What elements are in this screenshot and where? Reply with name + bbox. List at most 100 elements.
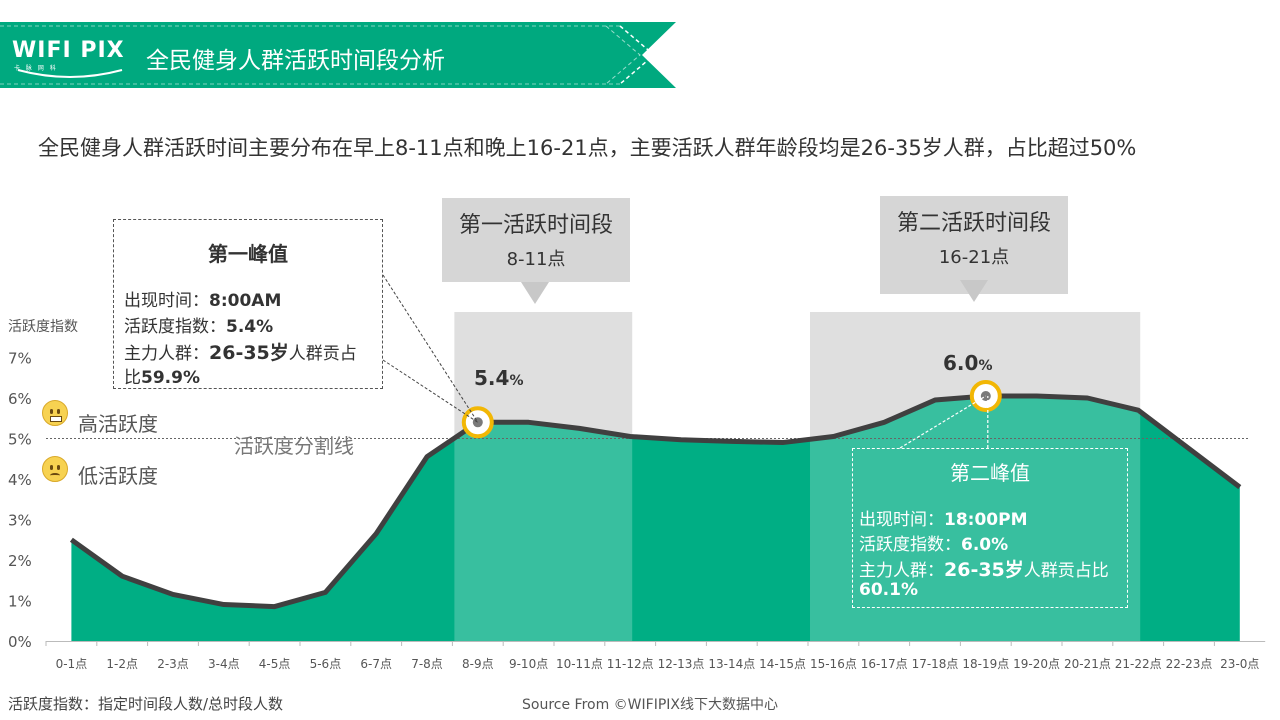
y-tick-label: 2% (8, 552, 32, 570)
peak-2-group-suffix: 人群贡占比 (1023, 561, 1109, 581)
period-1-title: 第一活跃时间段 (458, 213, 613, 238)
x-tick-label: 21-22点 (1115, 657, 1162, 671)
x-tick-label: 0-1点 (56, 657, 88, 671)
brand-logo: WIFI PIX (12, 38, 125, 63)
y-tick-label: 5% (8, 431, 32, 449)
peak-1-callout-title: 第一峰值 (208, 242, 288, 266)
happy-face-icon (42, 400, 68, 426)
x-tick-label: 11-12点 (607, 657, 654, 671)
x-tick-label: 1-2点 (106, 657, 138, 671)
area-fill (71, 395, 1240, 641)
page-title: 全民健身人群活跃时间段分析 (146, 48, 445, 74)
peak-2-index-value: 6.0% (961, 535, 1009, 555)
peak-2-callout: 第二峰值 出现时间：18:00PM 活跃度指数：6.0% 主力人群：26-35岁… (852, 448, 1128, 608)
peak-1-leader-b (382, 274, 479, 423)
period-2-pointer (960, 280, 988, 302)
y-tick-label: 3% (8, 512, 32, 530)
period-2-title: 第二活跃时间段 (896, 211, 1051, 236)
peak-2-time-value: 18:00PM (944, 510, 1028, 530)
low-activity-label: 低活跃度 (78, 464, 158, 488)
axes: 0% 1% 2% 3% 4% 5% 6% 7% 0-1点 1-2点 2-3点 3-4点 4-5点 5-6点… (8, 350, 1266, 671)
high-activity-label: 高活跃度 (78, 412, 158, 436)
peak-1-group-value: 26-35岁 (209, 342, 289, 364)
x-tick-label: 15-16点 (810, 657, 857, 671)
x-tick-label: 23-0点 (1220, 657, 1259, 671)
x-tick-label: 13-14点 (708, 657, 755, 671)
peak-2-value-label: 6.0% (943, 351, 992, 375)
peak-1-index-label: 活跃度指数： (124, 317, 226, 337)
peak-2-share-value: 60.1% (859, 580, 918, 600)
area-series (71, 395, 1240, 641)
peak-2-group-line: 主力人群：26-35岁人群贡占比 (859, 555, 1109, 582)
data-source: Source From ©WIFIPIX线下大数据中心 (522, 697, 778, 713)
x-tick-label: 18-19点 (962, 657, 1009, 671)
peak-2-index-label: 活跃度指数： (859, 535, 961, 555)
period-1-range: 8-11点 (506, 249, 566, 270)
title-banner (0, 22, 676, 88)
callout-leaders (382, 274, 989, 449)
period-1-pointer (521, 282, 549, 304)
x-tick-label: 8-9点 (462, 657, 494, 671)
peak-1-time-value: 8:00AM (209, 291, 282, 311)
line-series (69, 393, 1242, 610)
peak-2-unit: % (978, 358, 993, 374)
peak-1-value: 5.4 (474, 366, 510, 390)
peak-1-leader-a (382, 359, 479, 423)
x-tick-label: 2-3点 (157, 657, 189, 671)
peak-2-leader-a (899, 395, 987, 449)
peak-2-group-value: 26-35岁 (944, 559, 1024, 581)
x-tick-label: 17-18点 (912, 657, 959, 671)
y-tick-label: 0% (8, 633, 32, 651)
period-2-range: 16-21点 (938, 247, 1010, 268)
highlight-overlays (454, 312, 1141, 641)
peak-1-time-line: 出现时间：8:00AM (124, 286, 281, 311)
y-tick-label: 7% (8, 350, 32, 368)
peak-2-index-line: 活跃度指数：6.0% (859, 530, 1008, 555)
x-tick-label: 10-11点 (556, 657, 603, 671)
highlight-overlay-2 (810, 312, 1141, 641)
x-tick-label: 12-13点 (658, 657, 705, 671)
peak-1-group-label: 主力人群： (124, 344, 209, 364)
peak-2-value: 6.0 (943, 351, 979, 375)
x-tick-label: 3-4点 (208, 657, 240, 671)
peak-2-callout-title: 第二峰值 (950, 461, 1030, 485)
index-definition: 活跃度指数：指定时间段人数/总时段人数 (8, 695, 284, 713)
peak-2-time-label: 出现时间： (859, 510, 944, 530)
highlight-overlay-1 (454, 312, 633, 641)
x-tick-label: 20-21点 (1064, 657, 1111, 671)
x-tick-label: 6-7点 (360, 657, 392, 671)
brand-logo-subtext: 卡 脉 网 科 (14, 65, 58, 72)
peak-2-share-line: 60.1% (859, 580, 918, 600)
peak-1-index-value: 5.4% (226, 317, 274, 337)
peak-1-group-suffix: 人群贡占 (288, 344, 357, 364)
summary-text: 全民健身人群活跃时间主要分布在早上8-11点和晚上16-21点，主要活跃人群年龄… (38, 136, 1137, 160)
peak-1-share-line: 比59.9% (124, 363, 200, 388)
peak-1-callout: 第一峰值 出现时间：8:00AM 活跃度指数：5.4% 主力人群：26-35岁人… (113, 219, 383, 389)
peak-1-unit: % (509, 373, 524, 389)
y-tick-label: 6% (8, 390, 32, 408)
y-tick-label: 1% (8, 593, 32, 611)
peak-1-time-label: 出现时间： (124, 291, 209, 311)
peak-2-group-label: 主力人群： (859, 561, 944, 581)
peak-1-share-value: 59.9% (141, 368, 200, 388)
x-tick-label: 22-23点 (1166, 657, 1213, 671)
y-tick-label: 4% (8, 471, 32, 489)
peak-1-index-line: 活跃度指数：5.4% (124, 312, 273, 337)
peak-1-share-prefix: 比 (124, 368, 141, 388)
series-line (69, 393, 1242, 610)
x-tick-label: 4-5点 (259, 657, 291, 671)
peak-1-group-line: 主力人群：26-35岁人群贡占 (124, 338, 357, 365)
period-box-1: 第一活跃时间段 8-11点 (442, 198, 630, 282)
y-axis-title: 活跃度指数 (8, 319, 78, 335)
period-box-2: 第二活跃时间段 16-21点 (880, 196, 1068, 294)
x-tick-label: 16-17点 (861, 657, 908, 671)
x-tick-label: 5-6点 (310, 657, 342, 671)
x-tick-label: 14-15点 (759, 657, 806, 671)
peak-1-value-label: 5.4% (474, 366, 523, 390)
x-tick-label: 19-20点 (1013, 657, 1060, 671)
x-tick-label: 7-8点 (411, 657, 443, 671)
x-tick-label: 9-10点 (509, 657, 548, 671)
sad-face-icon (42, 456, 68, 482)
